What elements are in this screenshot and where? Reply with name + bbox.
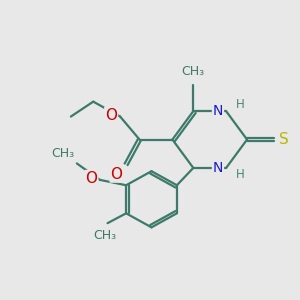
Text: CH₃: CH₃ [51, 148, 74, 160]
Text: CH₃: CH₃ [93, 229, 116, 242]
Text: CH₃: CH₃ [182, 65, 205, 78]
Text: O: O [110, 167, 122, 182]
Text: O: O [105, 108, 117, 123]
Text: N: N [213, 161, 223, 175]
Text: H: H [236, 168, 244, 181]
Text: H: H [236, 98, 244, 111]
Text: N: N [213, 104, 223, 118]
Text: S: S [279, 132, 289, 147]
Text: O: O [85, 171, 98, 186]
